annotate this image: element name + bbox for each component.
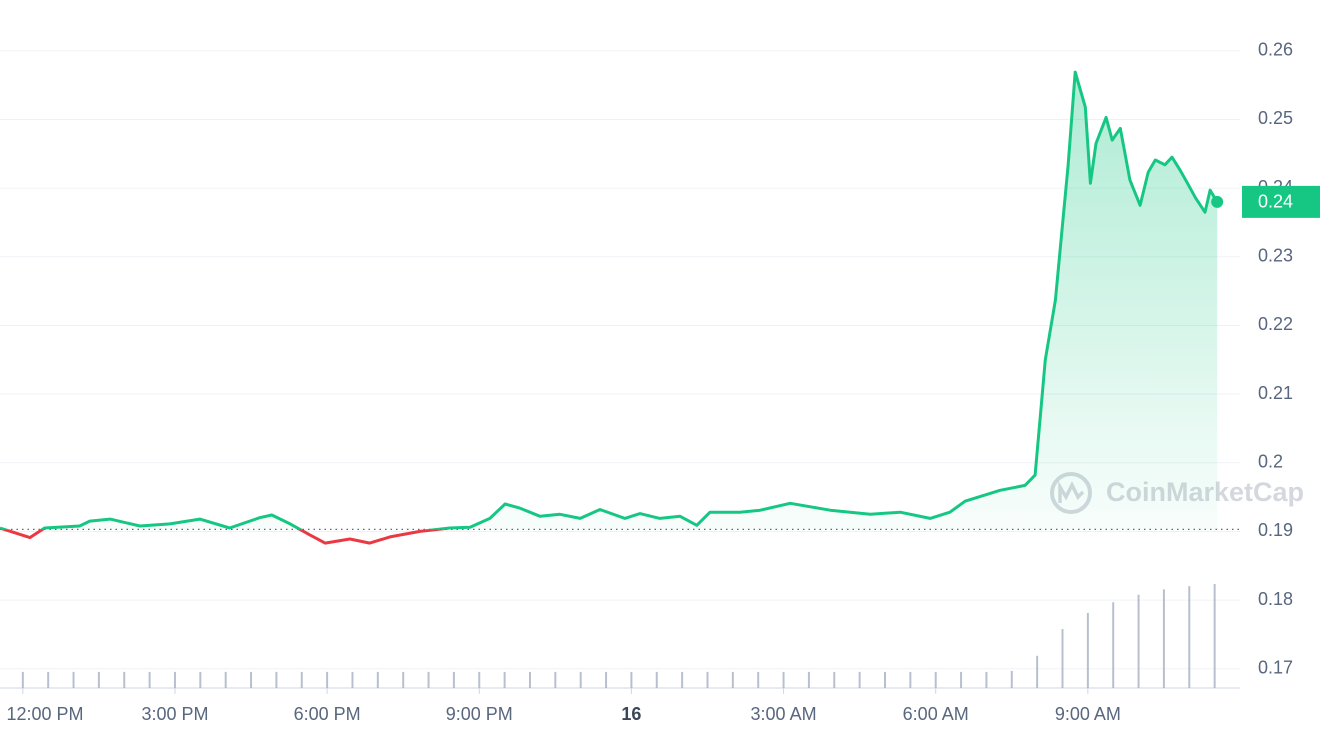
price-tag (1242, 185, 1320, 218)
volume-bar (275, 671, 278, 688)
x-tick-label: 3:00 AM (751, 704, 817, 724)
price-tag-label: 0.24 (1258, 192, 1293, 212)
volume-bar (503, 671, 506, 688)
volume-bar (731, 671, 734, 688)
price-area (0, 72, 1218, 530)
volume-bar (199, 671, 202, 688)
volume-bar (858, 671, 861, 688)
volume-bar (681, 671, 684, 688)
x-tick-label: 3:00 PM (141, 704, 208, 724)
volume-bar (1061, 629, 1064, 688)
volume-bar (402, 671, 405, 688)
volume-bar (757, 671, 760, 688)
volume-bar (224, 671, 227, 688)
y-tick-label: 0.23 (1258, 246, 1293, 266)
volume-bar (47, 671, 50, 688)
volume-bar (250, 671, 253, 688)
x-tick-label: 12:00 PM (6, 704, 83, 724)
x-tick-label: 9:00 PM (446, 704, 513, 724)
volume-bar (630, 671, 633, 688)
volume-bar (782, 671, 785, 688)
x-tick-label: 6:00 AM (903, 704, 969, 724)
volume-bar (97, 671, 100, 688)
y-tick-label: 0.18 (1258, 589, 1293, 609)
volume-bar (173, 671, 176, 688)
volume-bar (1112, 602, 1115, 688)
volume-bar (807, 671, 810, 688)
y-tick-label: 0.17 (1258, 658, 1293, 678)
volume-bar (883, 671, 886, 688)
volume-bar (1036, 655, 1039, 688)
volume-bar (1137, 594, 1140, 688)
volume-bar (655, 671, 658, 688)
y-tick-label: 0.21 (1258, 383, 1293, 403)
volume-bar (960, 671, 963, 688)
volume-bar (1010, 670, 1013, 688)
volume-bar (528, 671, 531, 688)
volume-bar (148, 671, 151, 688)
volume-bar (1086, 612, 1089, 688)
x-tick-label: 9:00 AM (1055, 704, 1121, 724)
volume-bar (909, 671, 912, 688)
volume-bar (300, 671, 303, 688)
volume-bar (376, 671, 379, 688)
last-point (1211, 195, 1224, 208)
y-tick-label: 0.25 (1258, 108, 1293, 128)
x-tick-label: 6:00 PM (294, 704, 361, 724)
volume-bar (478, 671, 481, 688)
y-tick-label: 0.22 (1258, 314, 1293, 334)
volume-bar (21, 671, 24, 688)
x-tick-label: 16 (621, 704, 641, 724)
volume-bar (579, 671, 582, 688)
volume-bar (452, 671, 455, 688)
volume-bar (427, 671, 430, 688)
volume-bar (1162, 589, 1165, 688)
y-tick-label: 0.19 (1258, 520, 1293, 540)
price-line-up (0, 70, 1219, 530)
volume-bar (706, 671, 709, 688)
volume-bar (72, 671, 75, 688)
volume-bar (833, 671, 836, 688)
volume-bar (605, 671, 608, 688)
volume-bar (985, 671, 988, 688)
volume-bar (1213, 584, 1216, 688)
volume-bar (123, 671, 126, 688)
y-tick-label: 0.2 (1258, 452, 1283, 472)
volume-bar (554, 671, 557, 688)
volume-bar (934, 671, 937, 688)
volume-bar (351, 671, 354, 688)
volume-bar (1188, 586, 1191, 688)
volume-bar (326, 671, 329, 688)
y-tick-label: 0.26 (1258, 40, 1293, 60)
